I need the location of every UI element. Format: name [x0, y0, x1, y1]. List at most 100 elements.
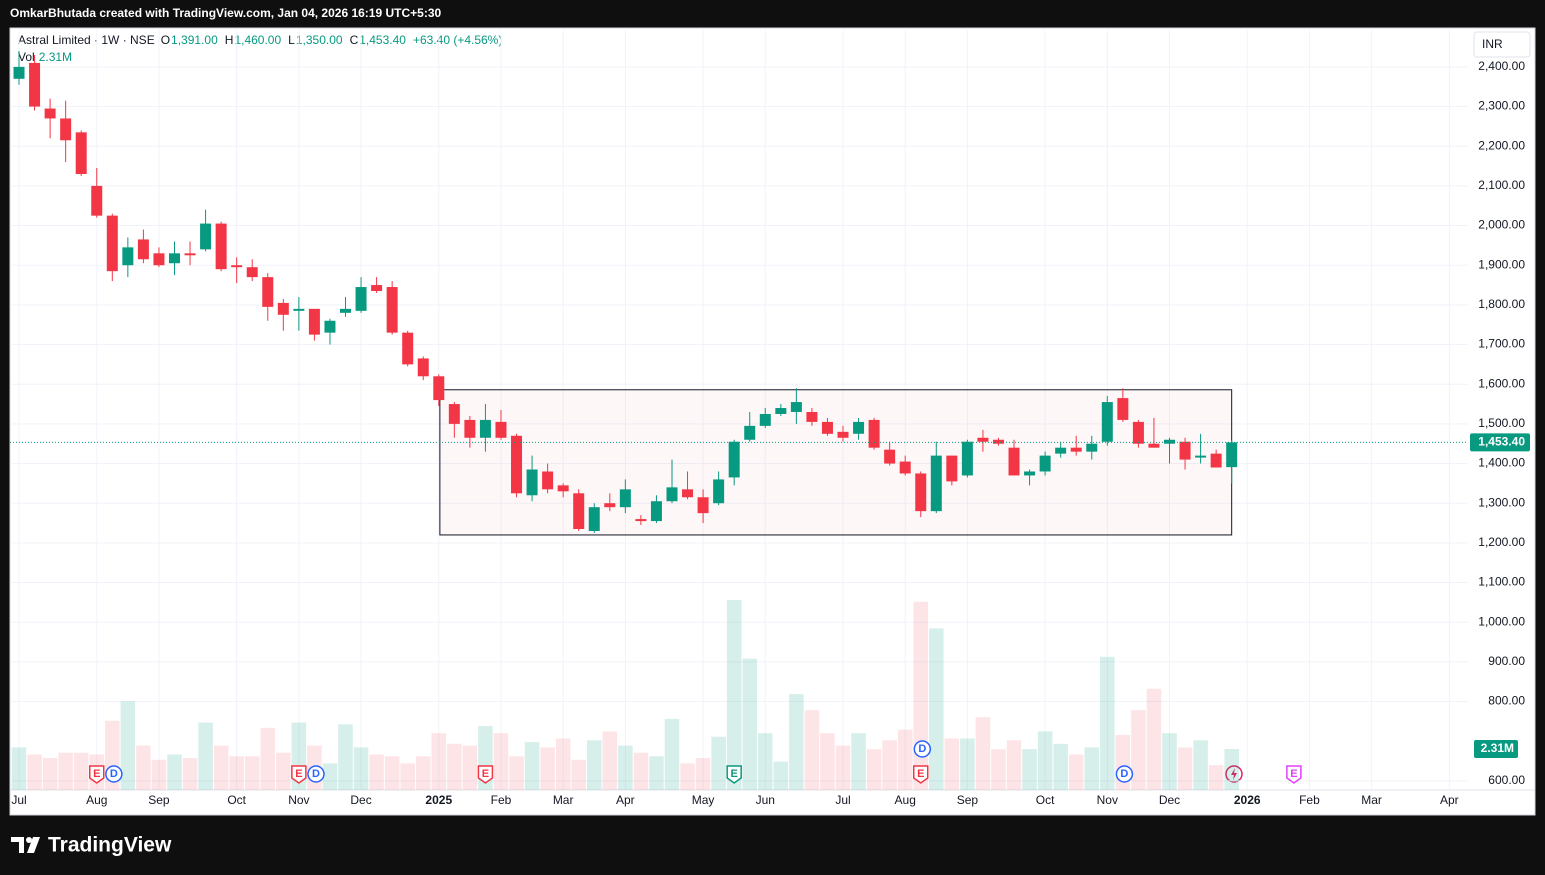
- header-text: OmkarBhutada created with TradingView.co…: [10, 6, 442, 20]
- event-marker[interactable]: D: [105, 765, 123, 783]
- candle-body: [75, 132, 87, 174]
- volume-bar: [509, 756, 524, 790]
- legend-value: 1,460.00: [234, 33, 281, 47]
- event-badge: [105, 765, 123, 783]
- candle-body: [899, 461, 911, 474]
- x-tick-label: Sep: [957, 793, 979, 807]
- candle-body: [355, 287, 367, 311]
- candle-body: [1210, 453, 1222, 468]
- candle-body: [1179, 441, 1191, 460]
- candle-body: [775, 408, 787, 414]
- volume-bar: [991, 749, 1006, 790]
- candle-body: [479, 419, 491, 438]
- candle-body: [557, 485, 569, 492]
- volume-bar: [1162, 733, 1177, 790]
- candle-body: [1148, 443, 1160, 448]
- candle-body: [371, 285, 383, 292]
- volume-bar: [322, 763, 338, 790]
- x-tick-label: Aug: [86, 793, 107, 807]
- candle-body: [713, 479, 725, 504]
- candle-body: [1055, 447, 1067, 454]
- legend-value: 1,453.40: [359, 33, 406, 47]
- event-label: E: [482, 768, 489, 780]
- volume-bar: [929, 628, 944, 790]
- legend: Astral Limited · 1W · NSE O 1,391.00 H 1,460…: [18, 33, 502, 64]
- candle-body: [759, 413, 771, 426]
- event-marker[interactable]: E: [912, 765, 929, 784]
- candle-body: [122, 247, 134, 266]
- volume-bar: [555, 738, 571, 790]
- volume-key: Vol: [18, 50, 35, 64]
- candle-body: [60, 118, 72, 141]
- symbol: Astral Limited · 1W · NSE: [18, 33, 155, 47]
- volume-bar: [260, 727, 276, 790]
- legend-key: O: [161, 33, 170, 47]
- volume-bar: [151, 759, 167, 790]
- x-tick-label: Apr: [616, 793, 635, 807]
- y-tick-label: 1,600.00: [1478, 376, 1525, 390]
- volume-bar: [120, 701, 136, 790]
- legend-value: 1,350.00: [296, 33, 343, 47]
- volume-bar: [462, 745, 478, 790]
- logo-shape: [26, 837, 32, 843]
- volume-bar: [633, 752, 649, 790]
- x-tick-label: Nov: [288, 793, 309, 807]
- volume-bar: [27, 754, 42, 790]
- candle-body: [619, 489, 631, 508]
- y-tick-label: 2,000.00: [1478, 218, 1525, 232]
- candle-body: [448, 404, 460, 424]
- event-marker[interactable]: D: [913, 740, 932, 758]
- volume-bar: [711, 736, 726, 790]
- event-marker[interactable]: E: [89, 765, 105, 784]
- volume-bar: [1084, 747, 1100, 790]
- event-marker[interactable]: E: [726, 765, 742, 784]
- y-tick-label: 2,300.00: [1478, 99, 1525, 113]
- event-marker[interactable]: D: [1115, 765, 1134, 783]
- volume-bar: [213, 745, 229, 790]
- footer-logo: TradingView: [48, 834, 172, 857]
- volume-bar: [1177, 747, 1193, 790]
- volume-bar: [758, 733, 773, 790]
- event-badge: [913, 740, 932, 758]
- last-price-label: 1,453.40: [1478, 435, 1525, 449]
- volume-bar: [198, 722, 213, 790]
- volume-bar: [835, 745, 851, 790]
- volume-bar: [447, 743, 462, 790]
- event-label: E: [731, 768, 738, 780]
- candle-body: [29, 62, 41, 107]
- candle-body: [744, 425, 756, 440]
- event-marker[interactable]: E: [477, 765, 494, 784]
- volume-bar: [773, 761, 789, 790]
- candle-body: [433, 376, 445, 401]
- event-marker[interactable]: E: [291, 765, 307, 784]
- candle-body: [1024, 471, 1036, 476]
- event-marker[interactable]: E: [1286, 765, 1302, 784]
- x-tick-label: Oct: [227, 793, 246, 807]
- volume-bar: [42, 758, 58, 790]
- x-tick-label: Mar: [553, 793, 574, 807]
- candle-body: [853, 421, 865, 434]
- candle-body: [417, 358, 429, 377]
- candle-body: [44, 108, 56, 119]
- volume-bar: [276, 752, 291, 790]
- event-marker[interactable]: D: [307, 765, 325, 783]
- candle-body: [495, 421, 507, 438]
- y-tick-label: 900.00: [1488, 654, 1525, 668]
- x-tick-label: Feb: [491, 793, 512, 807]
- volume-bar: [820, 733, 835, 790]
- candle-body: [1086, 443, 1098, 452]
- candle-body: [215, 223, 227, 270]
- candle-body: [915, 473, 927, 512]
- x-tick-label: Feb: [1299, 793, 1320, 807]
- x-tick-label: Oct: [1036, 793, 1055, 807]
- candle-body: [604, 503, 616, 508]
- volume-bar: [11, 747, 27, 790]
- volume-bar: [415, 756, 431, 790]
- volume-bar: [742, 658, 758, 790]
- volume-bar: [493, 733, 509, 790]
- volume-bar: [664, 718, 680, 790]
- currency-box[interactable]: [1473, 31, 1531, 58]
- y-tick-label: 2,100.00: [1478, 178, 1525, 192]
- candle-body: [13, 66, 25, 79]
- grid: [10, 30, 1468, 790]
